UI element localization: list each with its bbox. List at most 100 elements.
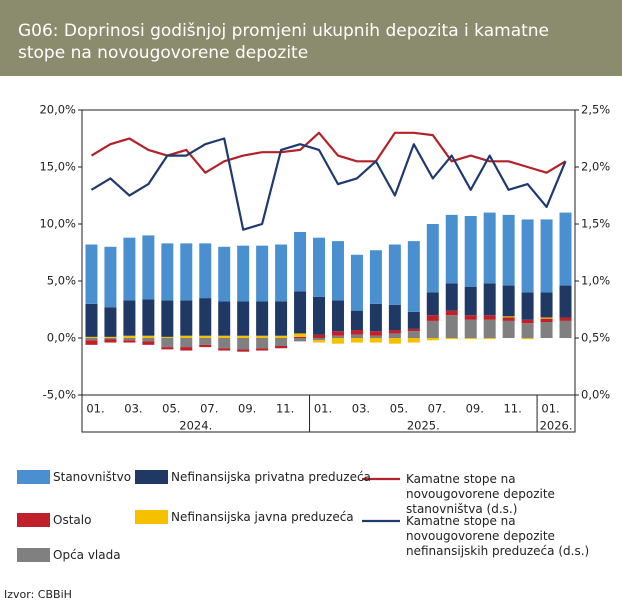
bar-segment: [256, 335, 269, 338]
x-tick-label: 01.: [86, 402, 104, 416]
x-tick-label: 07.: [200, 402, 218, 416]
x-tick-label: 11.: [276, 402, 294, 416]
bar-segment: [369, 338, 382, 343]
bar-segment: [104, 246, 117, 308]
bar-segment: [294, 231, 307, 292]
bar-segment: [426, 320, 439, 338]
bar-segment: [161, 347, 174, 350]
bar-segment: [331, 338, 344, 344]
bar-segment: [540, 317, 553, 319]
bar-segment: [275, 335, 288, 338]
legend-label: Kamatne stope na novougovorene depozite …: [406, 514, 590, 558]
bar-segment: [559, 212, 572, 286]
bar-segment: [464, 315, 477, 320]
bar-segment: [180, 335, 193, 338]
bar-segment: [199, 298, 212, 336]
bar-segment: [350, 334, 363, 338]
bar-segment: [350, 254, 363, 311]
y2-tick-label: 2,0%: [581, 160, 610, 174]
bar-segment: [104, 339, 117, 343]
legend-label: Nefinansijska javna preduzeća: [171, 510, 354, 524]
bar-segment: [104, 338, 117, 340]
bar-segment: [123, 237, 136, 301]
bar-segment: [483, 212, 496, 284]
bar-segment: [237, 301, 250, 336]
y-tick-label: 5,0%: [47, 274, 76, 288]
bar-segment: [369, 331, 382, 336]
bar-segment: [388, 244, 401, 305]
bar-segment: [237, 338, 250, 350]
bar-segment: [426, 338, 439, 341]
bar-segment: [502, 285, 515, 317]
y-tick-label: 0,0%: [47, 331, 76, 345]
bar-segment: [85, 303, 98, 337]
bar-segment: [445, 315, 458, 338]
bar-segment: [540, 322, 553, 338]
year-label: 2024.: [179, 419, 212, 433]
bar-segment: [407, 331, 420, 338]
bar-segment: [275, 244, 288, 302]
bar-segment: [483, 319, 496, 338]
bar-segment: [256, 301, 269, 336]
bar-segment: [559, 317, 572, 321]
bar-segment: [199, 335, 212, 338]
bar-segment: [388, 330, 401, 334]
bar-segment: [123, 300, 136, 336]
bar-segment: [502, 317, 515, 321]
bar-segment: [104, 307, 117, 337]
bar-segment: [426, 224, 439, 293]
bar-segment: [256, 245, 269, 302]
bar-segment: [237, 349, 250, 352]
bar-segment: [218, 338, 231, 349]
bar-segment: [369, 335, 382, 338]
legend-swatch: [17, 548, 50, 562]
x-tick-label: 03.: [124, 402, 142, 416]
bar-segment: [85, 336, 98, 338]
bar-segment: [256, 348, 269, 351]
bar-segment: [350, 310, 363, 331]
x-tick-label: 03.: [352, 402, 370, 416]
bar-segment: [123, 340, 136, 343]
bar-segment: [123, 335, 136, 338]
bar-segment: [407, 311, 420, 329]
bar-segment: [540, 318, 553, 323]
bar-segment: [313, 338, 326, 341]
bar-segment: [85, 338, 98, 341]
y-tick-label: 10,0%: [39, 217, 76, 231]
chart-title: G06: Doprinosi godišnjoj promjeni ukupni…: [18, 21, 550, 63]
header: [0, 0, 622, 76]
legend-swatch: [135, 470, 168, 484]
bar-segment: [313, 296, 326, 335]
legend-label: Stanovništvo: [53, 470, 132, 484]
legend-label: Nefinansijska privatna preduzeća: [171, 470, 371, 484]
bar-segment: [521, 319, 534, 324]
bar-segment: [294, 336, 307, 338]
legend-label: Kamatne stope na novougovorene depozite …: [406, 472, 555, 516]
bar-segment: [313, 340, 326, 343]
bar-segment: [559, 285, 572, 318]
y2-tick-label: 1,0%: [581, 274, 610, 288]
year-label: 2025.: [407, 419, 440, 433]
bar-segment: [388, 333, 401, 338]
bar-segment: [407, 338, 420, 343]
bar-segment: [502, 316, 515, 318]
bar-segment: [331, 331, 344, 336]
bar-segment: [388, 338, 401, 344]
bar-segment: [502, 214, 515, 286]
bar-segment: [331, 241, 344, 301]
bar-segment: [85, 244, 98, 304]
bar-segment: [237, 245, 250, 302]
x-tick-label: 05.: [162, 402, 180, 416]
bar-segment: [521, 219, 534, 293]
bar-segment: [256, 338, 269, 349]
x-tick-label: 01.: [314, 402, 332, 416]
bar-segment: [180, 300, 193, 336]
y2-tick-label: 0,5%: [581, 331, 610, 345]
bar-segment: [218, 301, 231, 336]
x-tick-label: 09.: [238, 402, 256, 416]
bar-segment: [142, 299, 155, 336]
bar-segment: [161, 338, 174, 348]
bar-segment: [161, 336, 174, 338]
